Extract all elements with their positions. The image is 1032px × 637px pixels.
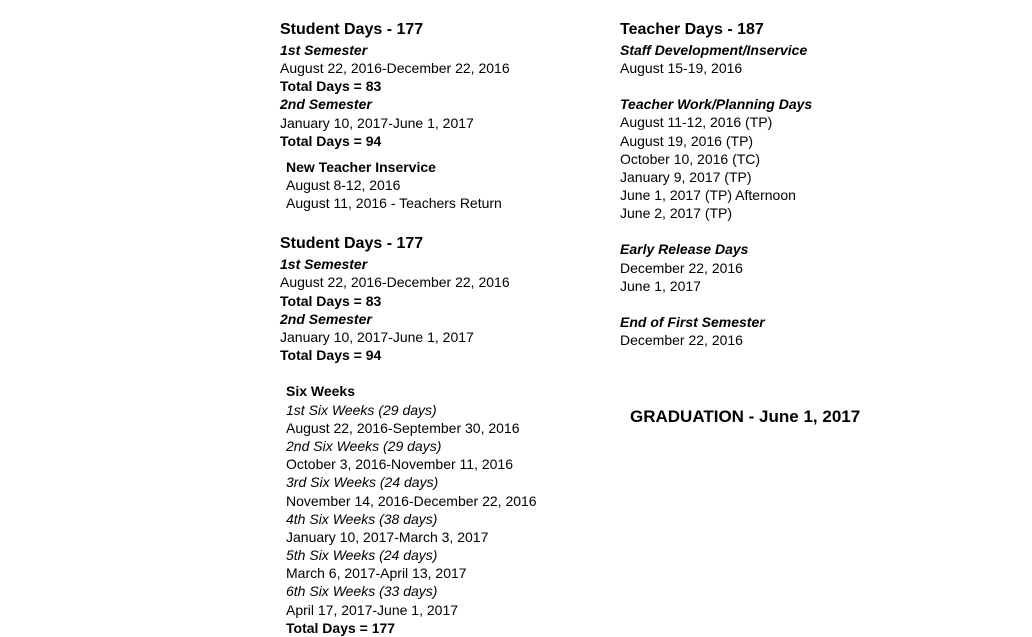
w4-range: January 10, 2017-March 3, 2017 bbox=[286, 528, 620, 546]
w3-label: 3rd Six Weeks (24 days) bbox=[286, 473, 620, 491]
w1-label: 1st Six Weeks (29 days) bbox=[286, 401, 620, 419]
w1-range: August 22, 2016-September 30, 2016 bbox=[286, 419, 620, 437]
end-first-sem-block: End of First Semester December 22, 2016 bbox=[620, 313, 940, 349]
student-days-2-title: Student Days - 177 bbox=[280, 234, 620, 255]
planning-l1: August 11-12, 2016 (TP) bbox=[620, 113, 940, 131]
w5-range: March 6, 2017-April 13, 2017 bbox=[286, 564, 620, 582]
teacher-days-block: Teacher Days - 187 Staff Development/Ins… bbox=[620, 20, 940, 77]
staff-dev-label: Staff Development/Inservice bbox=[620, 41, 940, 59]
new-teacher-block: New Teacher Inservice August 8-12, 2016 … bbox=[280, 158, 620, 213]
planning-l6: June 2, 2017 (TP) bbox=[620, 204, 940, 222]
student-days-block-2: Student Days - 177 1st Semester August 2… bbox=[280, 234, 620, 364]
end-first-l1: December 22, 2016 bbox=[620, 331, 940, 349]
sem2-total-2: Total Days = 94 bbox=[280, 346, 620, 364]
planning-days-block: Teacher Work/Planning Days August 11-12,… bbox=[620, 95, 940, 222]
calendar-layout: Student Days - 177 1st Semester August 2… bbox=[0, 0, 1032, 637]
sem1-range: August 22, 2016-December 22, 2016 bbox=[280, 59, 620, 77]
w2-label: 2nd Six Weeks (29 days) bbox=[286, 437, 620, 455]
sem1-label-2: 1st Semester bbox=[280, 255, 620, 273]
w3-range: November 14, 2016-December 22, 2016 bbox=[286, 492, 620, 510]
planning-l5: June 1, 2017 (TP) Afternoon bbox=[620, 186, 940, 204]
early-release-title: Early Release Days bbox=[620, 240, 940, 258]
w6-range: April 17, 2017-June 1, 2017 bbox=[286, 601, 620, 619]
sem1-range-2: August 22, 2016-December 22, 2016 bbox=[280, 273, 620, 291]
sem2-range: January 10, 2017-June 1, 2017 bbox=[280, 114, 620, 132]
sem2-label: 2nd Semester bbox=[280, 95, 620, 113]
student-days-1-title: Student Days - 177 bbox=[280, 20, 620, 41]
new-teacher-line2: August 11, 2016 - Teachers Return bbox=[286, 194, 620, 212]
planning-l3: October 10, 2016 (TC) bbox=[620, 150, 940, 168]
sem1-total: Total Days = 83 bbox=[280, 77, 620, 95]
left-column: Student Days - 177 1st Semester August 2… bbox=[280, 20, 620, 637]
w4-label: 4th Six Weeks (38 days) bbox=[286, 510, 620, 528]
early-release-l1: December 22, 2016 bbox=[620, 259, 940, 277]
w5-label: 5th Six Weeks (24 days) bbox=[286, 546, 620, 564]
sem2-label-2: 2nd Semester bbox=[280, 310, 620, 328]
planning-l4: January 9, 2017 (TP) bbox=[620, 168, 940, 186]
sem2-total: Total Days = 94 bbox=[280, 132, 620, 150]
end-first-title: End of First Semester bbox=[620, 313, 940, 331]
staff-dev-range: August 15-19, 2016 bbox=[620, 59, 940, 77]
early-release-block: Early Release Days December 22, 2016 Jun… bbox=[620, 240, 940, 295]
new-teacher-title: New Teacher Inservice bbox=[286, 158, 620, 176]
teacher-days-title: Teacher Days - 187 bbox=[620, 20, 940, 41]
w2-range: October 3, 2016-November 11, 2016 bbox=[286, 455, 620, 473]
right-column: Teacher Days - 187 Staff Development/Ins… bbox=[620, 20, 940, 637]
six-weeks-block: Six Weeks 1st Six Weeks (29 days) August… bbox=[280, 382, 620, 637]
sem1-label: 1st Semester bbox=[280, 41, 620, 59]
graduation-heading: GRADUATION - June 1, 2017 bbox=[630, 407, 940, 427]
early-release-l2: June 1, 2017 bbox=[620, 277, 940, 295]
planning-title: Teacher Work/Planning Days bbox=[620, 95, 940, 113]
six-weeks-total: Total Days = 177 bbox=[286, 619, 620, 637]
sem1-total-2: Total Days = 83 bbox=[280, 292, 620, 310]
new-teacher-line1: August 8-12, 2016 bbox=[286, 176, 620, 194]
planning-l2: August 19, 2016 (TP) bbox=[620, 132, 940, 150]
w6-label: 6th Six Weeks (33 days) bbox=[286, 582, 620, 600]
sem2-range-2: January 10, 2017-June 1, 2017 bbox=[280, 328, 620, 346]
student-days-block-1: Student Days - 177 1st Semester August 2… bbox=[280, 20, 620, 150]
six-weeks-title: Six Weeks bbox=[286, 382, 620, 400]
